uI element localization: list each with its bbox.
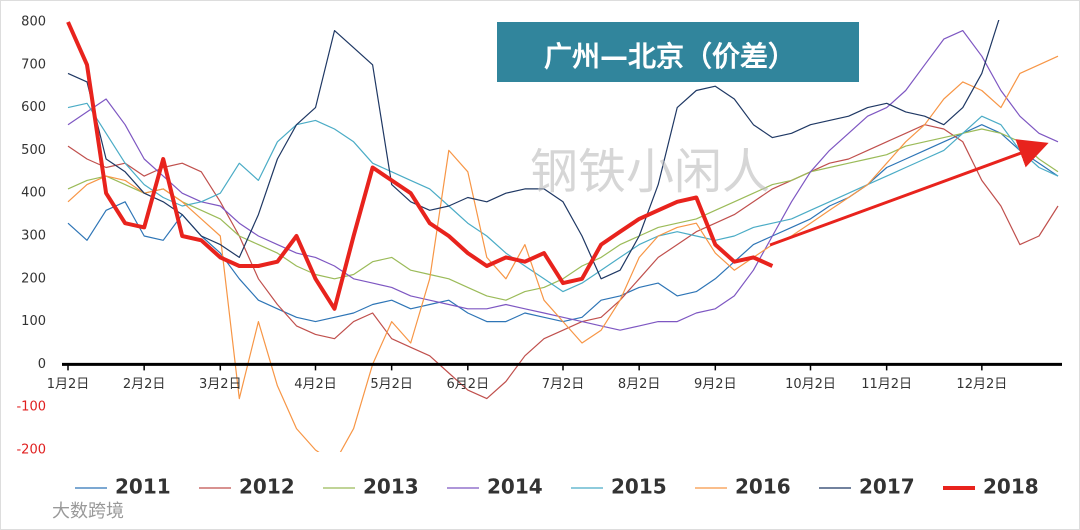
- series-line: [67, 128, 1059, 301]
- y-tick-label: -100: [16, 400, 46, 415]
- plot-area: [66, 20, 1059, 452]
- x-tick-label: 8月2日: [618, 377, 661, 392]
- x-tick-label: 2月2日: [123, 377, 166, 392]
- legend-label: 2018: [983, 475, 1039, 499]
- legend-label: 2013: [363, 475, 419, 499]
- x-tick-label: 5月2日: [370, 377, 413, 392]
- x-tick-label: 3月2日: [199, 377, 242, 392]
- y-tick-label: -200: [16, 443, 46, 458]
- y-tick-label: 100: [21, 314, 46, 329]
- trend-arrow: [769, 139, 1049, 247]
- series-line: [67, 20, 1000, 280]
- x-tick-label: 6月2日: [447, 377, 490, 392]
- series-line: [67, 102, 1059, 293]
- legend-label: 2014: [487, 475, 543, 499]
- x-tick-label: 11月2日: [861, 377, 912, 392]
- x-tick-label: 4月2日: [294, 377, 337, 392]
- x-tick-label: 12月2日: [956, 377, 1007, 392]
- series-line: [67, 30, 1059, 331]
- y-tick-label: 700: [21, 57, 46, 72]
- legend-label: 2017: [859, 475, 915, 499]
- x-tick-label: 1月2日: [47, 377, 90, 392]
- legend-label: 2011: [115, 475, 171, 499]
- y-tick-label: 0: [38, 357, 46, 372]
- series-line: [66, 21, 774, 311]
- chart-title: 广州—北京（价差）: [544, 40, 796, 73]
- y-tick-label: 300: [21, 229, 46, 244]
- watermark: 钢铁小闲人: [530, 144, 770, 200]
- series-line: [67, 55, 1059, 452]
- y-tick-label: 400: [21, 186, 46, 201]
- y-tick-label: 800: [21, 15, 46, 30]
- legend-label: 2015: [611, 475, 667, 499]
- y-tick-label: 500: [21, 143, 46, 158]
- y-tick-label: 600: [21, 100, 46, 115]
- series-line: [67, 124, 1059, 400]
- title-box: [497, 22, 859, 82]
- y-tick-label: 200: [21, 271, 46, 286]
- watermark-logo: 大数跨境: [52, 501, 124, 522]
- legend-label: 2012: [239, 475, 295, 499]
- x-tick-label: 9月2日: [694, 377, 737, 392]
- x-tick-label: 7月2日: [542, 377, 585, 392]
- x-tick-label: 10月2日: [785, 377, 836, 392]
- legend-label: 2016: [735, 475, 791, 499]
